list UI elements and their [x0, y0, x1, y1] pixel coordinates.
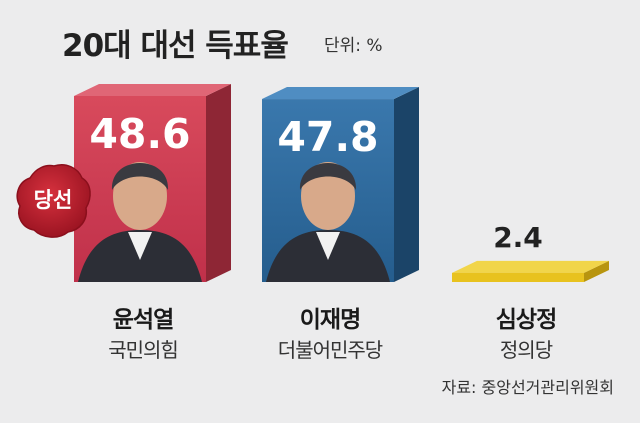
value-label-yoon: 48.6	[89, 110, 190, 158]
bar-side-sim	[584, 260, 609, 282]
bar-top-yoon	[74, 84, 231, 96]
chart-title: 20대 대선 득표율	[62, 28, 289, 64]
photo-hair-yoon	[111, 163, 169, 190]
photo-shirt-lee	[316, 232, 340, 260]
winner-seal: 당선	[16, 164, 91, 238]
value-label-sim: 2.4	[493, 221, 543, 254]
candidate-name-yoon: 윤석열	[112, 307, 174, 333]
winner-seal-shape	[16, 164, 91, 238]
candidate-photo-lee	[266, 162, 390, 282]
bar-top-sim	[452, 260, 609, 273]
candidate-party-yoon: 국민의힘	[108, 338, 179, 362]
candidate-party-lee: 더불어민주당	[277, 338, 383, 362]
winner-badge-label: 당선	[34, 188, 73, 212]
bar-sim	[452, 272, 584, 282]
photo-hair-lee	[299, 163, 357, 190]
bar-side-lee	[394, 87, 419, 282]
unit-label: 단위: %	[324, 36, 383, 56]
value-label-lee: 47.8	[277, 113, 378, 161]
candidate-name-lee: 이재명	[299, 307, 361, 333]
bar-side-yoon	[206, 84, 231, 282]
bar-top-lee	[262, 87, 419, 100]
candidate-photo-yoon	[78, 162, 202, 282]
photo-shirt-yoon	[128, 232, 152, 260]
candidate-name-sim: 심상정	[495, 307, 557, 333]
photo-face-lee	[301, 162, 355, 230]
candidate-party-sim: 정의당	[499, 338, 553, 362]
photo-face-yoon	[113, 162, 167, 230]
source-note: 자료: 중앙선거관리위원회	[441, 378, 614, 397]
